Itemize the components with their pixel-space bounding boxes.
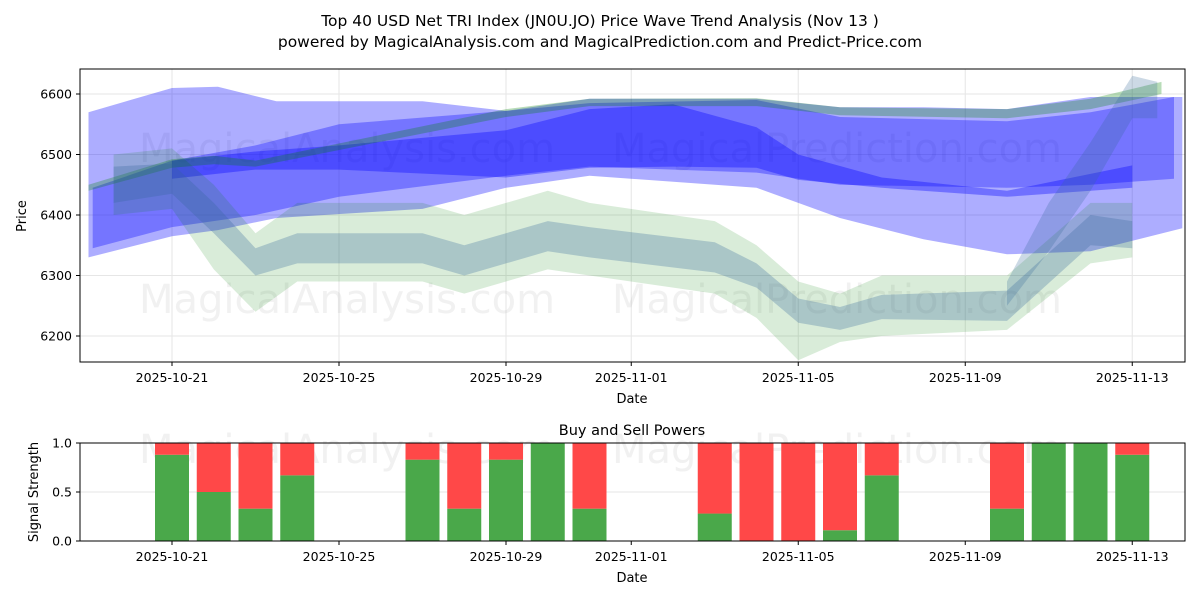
sell-bar <box>447 443 482 509</box>
y-tick-label: 6300 <box>40 268 72 283</box>
x-tick-label: 2025-10-25 <box>303 370 376 385</box>
y-tick-label: 6400 <box>40 208 72 223</box>
y-tick-label: 6600 <box>40 87 72 102</box>
sell-bar <box>489 443 523 460</box>
wide-blue-band <box>88 86 1183 258</box>
x-tick-label: 2025-11-05 <box>762 370 835 385</box>
buy-bar <box>489 459 523 541</box>
x-tick-label: 2025-11-01 <box>595 549 668 564</box>
buy-bar <box>1073 443 1108 541</box>
sell-bar <box>572 443 607 509</box>
x-tick-label: 2025-10-21 <box>136 370 209 385</box>
buy-bar <box>196 492 231 541</box>
x-tick-label: 2025-11-01 <box>595 370 668 385</box>
signal-bars <box>155 443 1150 541</box>
watermark-right: MagicalPrediction.com <box>612 277 1062 323</box>
price-grid <box>80 69 1185 362</box>
signal-title: Buy and Sell Powers <box>559 423 705 439</box>
rising-end-band <box>1007 75 1158 306</box>
buy-bar <box>1031 443 1066 541</box>
buy-bar <box>1115 454 1150 541</box>
y-tick-label: 6500 <box>40 147 72 162</box>
price-bands <box>88 75 1183 361</box>
buy-bar <box>530 443 565 541</box>
sell-bar <box>697 443 732 514</box>
sell-bar <box>990 443 1024 509</box>
sell-bar <box>864 443 899 476</box>
sell-bar <box>280 443 315 476</box>
y-tick-label: 0.0 <box>52 534 72 549</box>
buy-bar <box>155 454 189 541</box>
signal-ticks: 0.0 0.5 1.0 2025-10-21 2025-10-25 2025-10-29 2… <box>52 436 1168 565</box>
chart-title: Top 40 USD Net TRI Index (JN0U.JO) Price… <box>320 12 879 30</box>
buy-bar <box>697 513 732 541</box>
x-tick-label: 2025-10-21 <box>136 549 209 564</box>
price-gray-band <box>113 163 1133 330</box>
x-tick-label: 2025-10-29 <box>470 370 543 385</box>
watermark-left: MagicalAnalysis.com <box>139 277 555 323</box>
mid-blue-band <box>92 97 1175 249</box>
y-tick-label: 0.5 <box>52 485 72 500</box>
buy-bar <box>990 508 1024 541</box>
x-tick-label: 2025-11-13 <box>1096 370 1169 385</box>
buy-bar <box>823 530 857 541</box>
buy-bar <box>238 508 273 541</box>
buy-bar <box>447 508 482 541</box>
buy-bar <box>405 459 440 541</box>
price-ylabel: Price <box>15 200 30 232</box>
buy-bar <box>864 475 899 541</box>
sell-bar <box>1115 443 1150 455</box>
price-xlabel: Date <box>616 392 647 407</box>
x-tick-label: 2025-11-13 <box>1096 549 1169 564</box>
x-tick-label: 2025-11-05 <box>762 549 835 564</box>
watermark-left: MagicalAnalysis.com <box>139 126 555 172</box>
x-tick-label: 2025-11-09 <box>929 549 1002 564</box>
y-tick-label: 6200 <box>40 329 72 344</box>
signal-ylabel: Signal Strength <box>27 442 42 542</box>
sell-bar <box>823 443 857 531</box>
watermark-right: MagicalPrediction.com <box>612 126 1062 172</box>
buy-bar <box>280 475 315 541</box>
sell-bar <box>196 443 231 492</box>
x-tick-label: 2025-10-25 <box>303 549 376 564</box>
signal-xlabel: Date <box>616 571 647 586</box>
x-tick-label: 2025-10-29 <box>470 549 543 564</box>
core-blue-band <box>172 104 1133 197</box>
x-tick-label: 2025-11-09 <box>929 370 1002 385</box>
sell-bar <box>155 443 189 455</box>
sell-bar <box>405 443 440 460</box>
buy-bar <box>572 508 607 541</box>
price-green-band <box>113 148 1133 361</box>
sell-bar <box>781 443 816 541</box>
price-ticks: 6200 6300 6400 6500 6600 2025-10-21 2025-10-25… <box>40 87 1168 386</box>
sell-bar <box>739 443 774 541</box>
upper-green-band <box>88 81 1162 191</box>
sell-bar <box>238 443 273 509</box>
price-watermarks: MagicalAnalysis.com MagicalPrediction.co… <box>139 126 1062 323</box>
chart-subtitle: powered by MagicalAnalysis.com and Magic… <box>278 33 922 51</box>
y-tick-label: 1.0 <box>52 436 72 451</box>
